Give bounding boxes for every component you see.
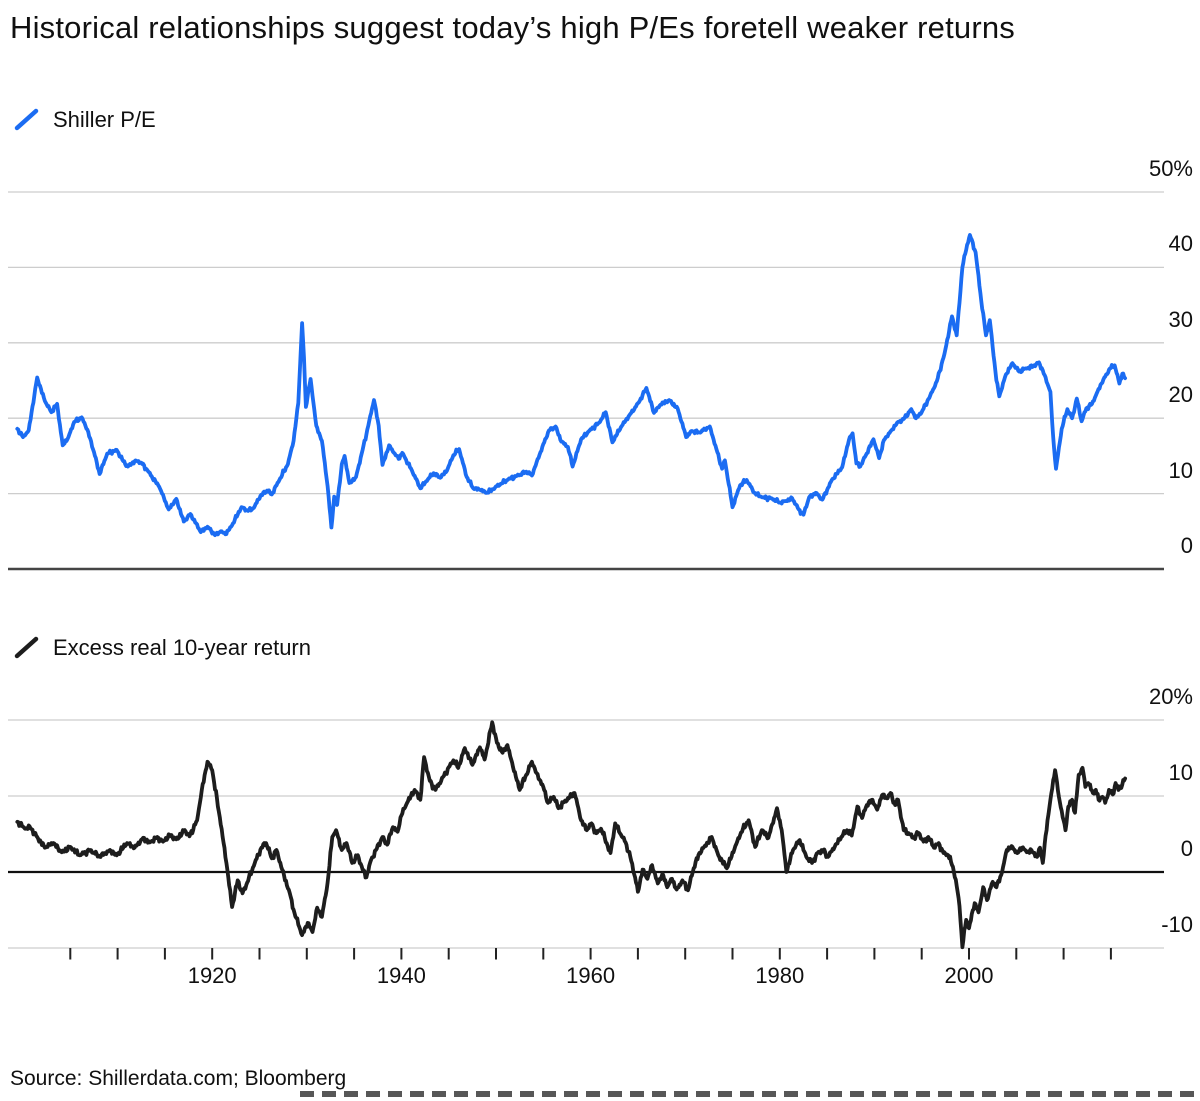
excess-return-legend-marker-icon <box>14 636 39 659</box>
series-path-excess-return <box>15 720 1127 950</box>
legend-excess-return-label: Excess real 10-year return <box>53 635 311 660</box>
legend-excess-return: Excess real 10-year return <box>12 634 311 662</box>
legend-shiller-pe: Shiller P/E <box>12 106 156 134</box>
series-path-shiller-pe <box>15 233 1127 537</box>
bottom-dashed-strip <box>300 1091 1200 1097</box>
shiller-pe-legend-marker-icon <box>14 108 39 131</box>
legend-shiller-pe-label: Shiller P/E <box>53 107 156 132</box>
source-note: Source: Shillerdata.com; Bloomberg <box>10 1067 347 1090</box>
chart-title: Historical relationships suggest today’s… <box>10 10 1015 45</box>
